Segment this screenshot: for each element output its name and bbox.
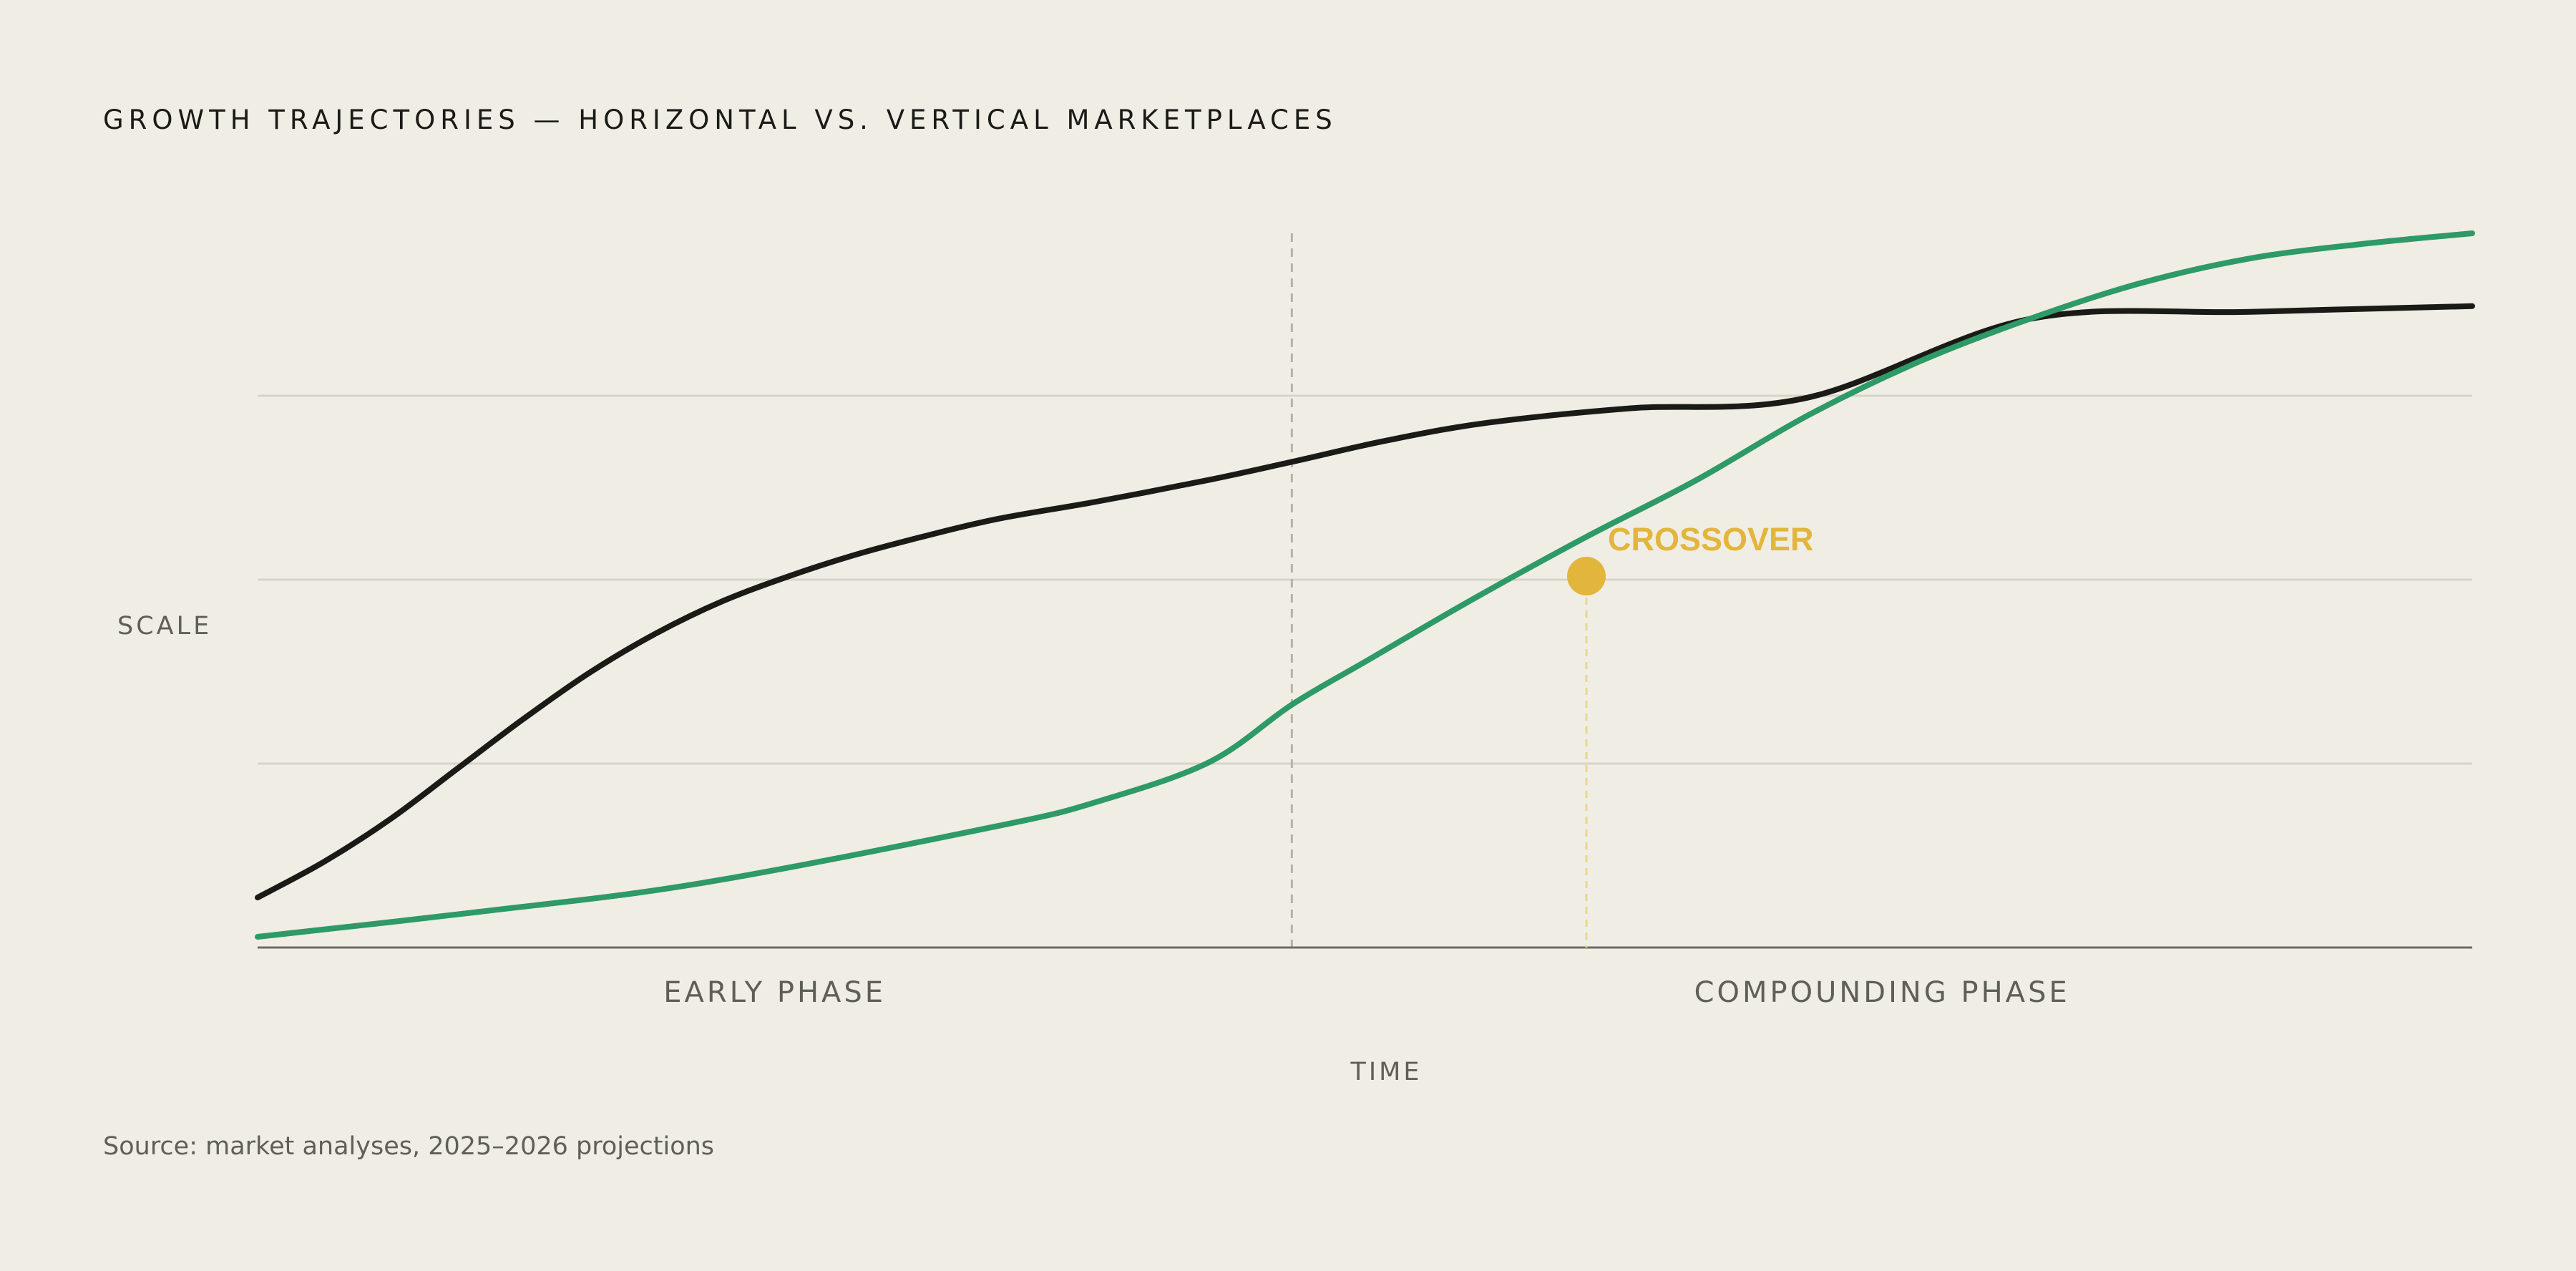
gridlines [258, 394, 2472, 765]
crossover-marker [1567, 557, 1606, 596]
phase-labels: EARLY PHASE COMPOUNDING PHASE [663, 976, 2070, 1009]
series-line-1 [255, 303, 2475, 901]
phase-label-1: EARLY PHASE [663, 976, 886, 1009]
series-lines [255, 230, 2475, 940]
crossover-label: CROSSOVER [1608, 521, 1814, 557]
annotations: CROSSOVER [1567, 521, 1814, 948]
phase-label-2: COMPOUNDING PHASE [1694, 976, 2070, 1009]
source-note: Source: market analyses, 2025–2026 proje… [103, 1132, 715, 1161]
chart-title: GROWTH TRAJECTORIES — HORIZONTAL VS. VER… [103, 104, 1337, 135]
series-line-2 [255, 230, 2475, 940]
x-axis-label: TIME [1350, 1058, 1422, 1086]
y-axis-label: SCALE [117, 612, 213, 641]
